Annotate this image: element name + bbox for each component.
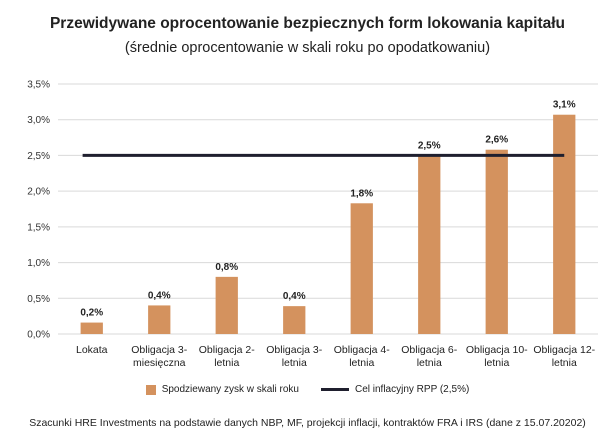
x-tick-label: miesięczna <box>133 357 186 369</box>
y-tick-label: 0,5% <box>27 294 50 305</box>
x-tick-label: letnia <box>552 357 577 369</box>
x-tick-label: letnia <box>484 357 509 369</box>
legend-item-line: Cel inflacyjny RPP (2,5%) <box>320 384 470 395</box>
y-tick-label: 0,0% <box>27 330 50 341</box>
x-tick-label: letnia <box>214 357 239 369</box>
bar <box>80 322 103 334</box>
data-label: 3,1% <box>553 100 576 111</box>
x-tick-label: Obligacja 2- <box>199 344 256 356</box>
data-label: 2,6% <box>485 135 508 146</box>
x-tick-label: Obligacja 6- <box>401 344 458 356</box>
legend-label-bars: Spodziewany zysk w skali roku <box>161 384 299 395</box>
x-tick-label: Lokata <box>76 344 108 356</box>
x-tick-label: Obligacja 3- <box>131 344 188 356</box>
x-tick-label: Obligacja 12- <box>533 344 595 356</box>
footnote: Szacunki HRE Investments na podstawie da… <box>29 417 586 429</box>
legend: Spodziewany zysk w skali roku Cel inflac… <box>0 384 615 395</box>
data-label: 0,2% <box>80 308 103 319</box>
y-tick-label: 1,0% <box>27 258 50 269</box>
data-label: 2,5% <box>418 140 441 151</box>
bar <box>553 114 576 334</box>
bar <box>148 305 171 334</box>
data-label: 1,8% <box>350 188 373 199</box>
chart-title: Przewidywane oprocentowanie bezpiecznych… <box>49 15 566 32</box>
x-tick-label: Obligacja 3- <box>266 344 323 356</box>
bar <box>350 203 373 334</box>
x-tick-label: letnia <box>282 357 307 369</box>
y-tick-label: 2,0% <box>27 187 50 198</box>
x-tick-label: letnia <box>417 357 442 369</box>
y-tick-label: 1,5% <box>27 222 50 233</box>
chart-subtitle: (średnie oprocentowanie w skali roku po … <box>124 40 491 56</box>
x-tick-label: Obligacja 10- <box>466 344 528 356</box>
y-tick-label: 3,5% <box>27 80 50 91</box>
data-label: 0,4% <box>148 290 171 301</box>
x-tick-label: letnia <box>349 357 374 369</box>
data-label: 0,8% <box>215 262 238 273</box>
bar <box>215 276 238 334</box>
bar <box>283 306 306 334</box>
data-label: 0,4% <box>283 291 306 302</box>
y-tick-label: 3,0% <box>27 115 50 126</box>
bar <box>418 155 441 334</box>
legend-swatch-bar <box>145 384 156 395</box>
y-tick-label: 2,5% <box>27 151 50 162</box>
legend-swatch-line <box>320 388 349 391</box>
bar <box>485 149 508 334</box>
legend-label-line: Cel inflacyjny RPP (2,5%) <box>354 384 470 395</box>
legend-item-bars: Spodziewany zysk w skali roku <box>145 384 299 395</box>
x-tick-label: Obligacja 4- <box>334 344 391 356</box>
